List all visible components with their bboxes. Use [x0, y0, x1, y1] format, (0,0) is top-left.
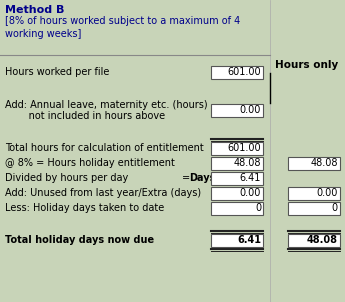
Text: 6.41: 6.41: [240, 173, 261, 183]
Bar: [288, 156, 340, 169]
Text: Less: Holiday days taken to date: Less: Holiday days taken to date: [5, 203, 164, 213]
Text: Method B: Method B: [5, 5, 65, 15]
Text: Hours worked per file: Hours worked per file: [5, 67, 109, 77]
Text: 601.00: 601.00: [227, 143, 261, 153]
Bar: [211, 66, 263, 79]
Text: 6.41: 6.41: [237, 235, 261, 245]
Bar: [211, 172, 263, 185]
Text: Add: Annual leave, maternity etc. (hours): Add: Annual leave, maternity etc. (hours…: [5, 100, 208, 110]
Bar: [211, 201, 263, 214]
Text: 48.08: 48.08: [310, 158, 338, 168]
Bar: [288, 233, 340, 246]
Bar: [211, 142, 263, 155]
Text: @ 8% = Hours holiday entitlement: @ 8% = Hours holiday entitlement: [5, 158, 175, 168]
Bar: [211, 156, 263, 169]
Text: Total holiday days now due: Total holiday days now due: [5, 235, 154, 245]
Bar: [211, 187, 263, 200]
Text: =: =: [182, 173, 193, 183]
Bar: [288, 201, 340, 214]
Text: 0.00: 0.00: [240, 188, 261, 198]
Text: 0.00: 0.00: [240, 105, 261, 115]
Text: Days: Days: [189, 173, 215, 183]
Text: not included in hours above: not included in hours above: [13, 111, 165, 121]
Bar: [211, 104, 263, 117]
Text: 0: 0: [332, 203, 338, 213]
Bar: [288, 187, 340, 200]
Text: [8% of hours worked subject to a maximum of 4
working weeks]: [8% of hours worked subject to a maximum…: [5, 16, 240, 39]
Text: 0: 0: [255, 203, 261, 213]
Text: 48.08: 48.08: [234, 158, 261, 168]
Text: 48.08: 48.08: [307, 235, 338, 245]
Text: 0.00: 0.00: [317, 188, 338, 198]
Text: Divided by hours per day: Divided by hours per day: [5, 173, 128, 183]
Text: Total hours for calculation of entitlement: Total hours for calculation of entitleme…: [5, 143, 204, 153]
Text: Add: Unused from last year/Extra (days): Add: Unused from last year/Extra (days): [5, 188, 201, 198]
Text: Hours only: Hours only: [275, 60, 339, 70]
Text: 601.00: 601.00: [227, 67, 261, 77]
Bar: [211, 233, 263, 246]
